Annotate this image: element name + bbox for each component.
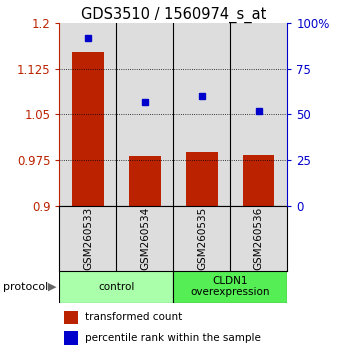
Text: ▶: ▶ <box>49 282 57 292</box>
Bar <box>59 270 173 303</box>
Bar <box>129 156 160 206</box>
Text: protocol: protocol <box>3 282 49 292</box>
Text: control: control <box>98 282 135 292</box>
Bar <box>186 152 218 206</box>
Text: GSM260534: GSM260534 <box>140 206 150 270</box>
Bar <box>64 311 78 324</box>
Text: GSM260535: GSM260535 <box>197 206 207 270</box>
Text: GSM260536: GSM260536 <box>254 206 264 270</box>
Title: GDS3510 / 1560974_s_at: GDS3510 / 1560974_s_at <box>81 7 266 23</box>
Bar <box>72 52 104 206</box>
Bar <box>173 270 287 303</box>
Bar <box>243 155 274 206</box>
Bar <box>64 331 78 345</box>
Text: GSM260533: GSM260533 <box>83 206 93 270</box>
Text: percentile rank within the sample: percentile rank within the sample <box>85 333 260 343</box>
Text: CLDN1
overexpression: CLDN1 overexpression <box>191 276 270 297</box>
Text: transformed count: transformed count <box>85 312 182 322</box>
